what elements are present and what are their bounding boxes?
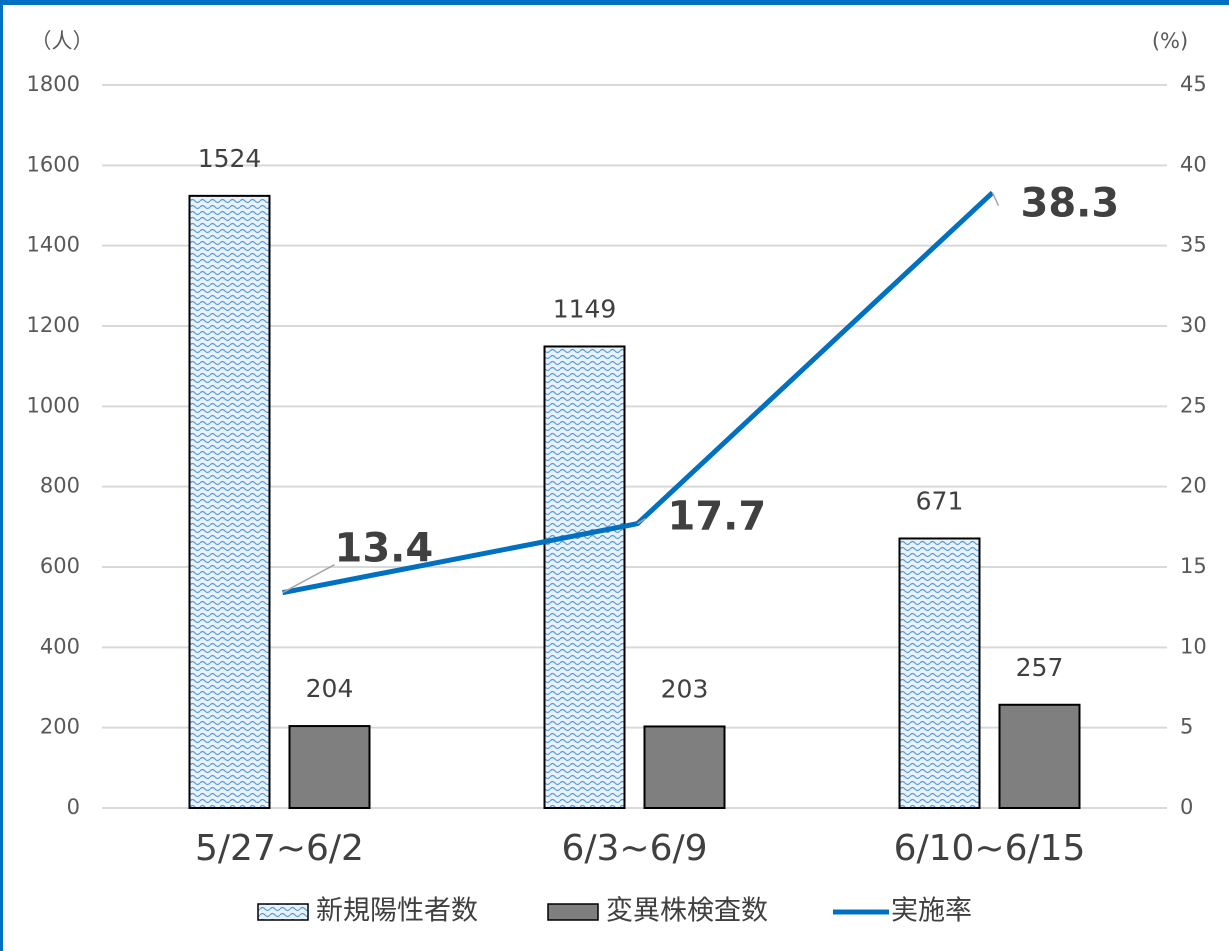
- y-tick-label: 1000: [27, 393, 80, 417]
- leader-line: [282, 564, 335, 594]
- y2-tick-label: 30: [1180, 313, 1207, 337]
- border-top: [0, 0, 1229, 5]
- y2-tick-label: 0: [1180, 795, 1193, 819]
- border-left: [0, 0, 3, 951]
- legend-swatch: [547, 903, 599, 921]
- line-value-label: 17.7: [668, 494, 767, 540]
- bar: [898, 537, 981, 810]
- y-tick-label: 1600: [27, 152, 80, 176]
- y-tick-label: 0: [67, 795, 80, 819]
- legend-label: 変異株検査数: [606, 896, 768, 927]
- y-tick-label: 600: [40, 554, 80, 578]
- y2-tick-label: 20: [1180, 474, 1207, 498]
- bar: [998, 703, 1081, 809]
- y2-tick-label: 45: [1180, 72, 1207, 96]
- bar-value-label: 1524: [198, 144, 262, 173]
- y2-axis-unit: (%): [1152, 29, 1188, 53]
- bar-value-label: 671: [916, 486, 964, 515]
- bar-value-label: 257: [1016, 653, 1064, 682]
- bar: [543, 345, 626, 809]
- y2-tick-label: 25: [1180, 393, 1207, 417]
- y2-tick-label: 40: [1180, 152, 1207, 176]
- bar: [188, 194, 271, 810]
- y2-tick-label: 35: [1180, 233, 1207, 257]
- legend-label: 新規陽性者数: [316, 896, 478, 927]
- bar-value-label: 203: [661, 674, 709, 703]
- legend-swatch: [257, 903, 309, 921]
- y-tick-label: 200: [40, 715, 80, 739]
- y2-tick-label: 5: [1180, 715, 1193, 739]
- y2-tick-label: 15: [1180, 554, 1207, 578]
- bar: [288, 725, 371, 809]
- leader-line: [637, 517, 646, 525]
- y-axis-unit: （人）: [31, 29, 94, 53]
- line-value-label: 38.3: [1021, 181, 1120, 227]
- legend-label: 実施率: [891, 896, 972, 927]
- y-tick-label: 400: [40, 634, 80, 658]
- y-tick-label: 1400: [27, 233, 80, 257]
- y-tick-label: 800: [40, 474, 80, 498]
- line-value-label: 13.4: [335, 526, 434, 572]
- bar-value-label: 1149: [553, 294, 617, 323]
- y-tick-label: 1200: [27, 313, 80, 337]
- y-tick-label: 1800: [27, 72, 80, 96]
- bar-value-label: 204: [306, 674, 354, 703]
- y2-tick-label: 10: [1180, 634, 1207, 658]
- x-tick-label: 5/27~6/2: [195, 828, 364, 869]
- x-tick-label: 6/3~6/9: [561, 828, 707, 869]
- x-tick-label: 6/10~6/15: [894, 828, 1086, 869]
- bar: [643, 725, 726, 809]
- leader-line: [991, 192, 1000, 206]
